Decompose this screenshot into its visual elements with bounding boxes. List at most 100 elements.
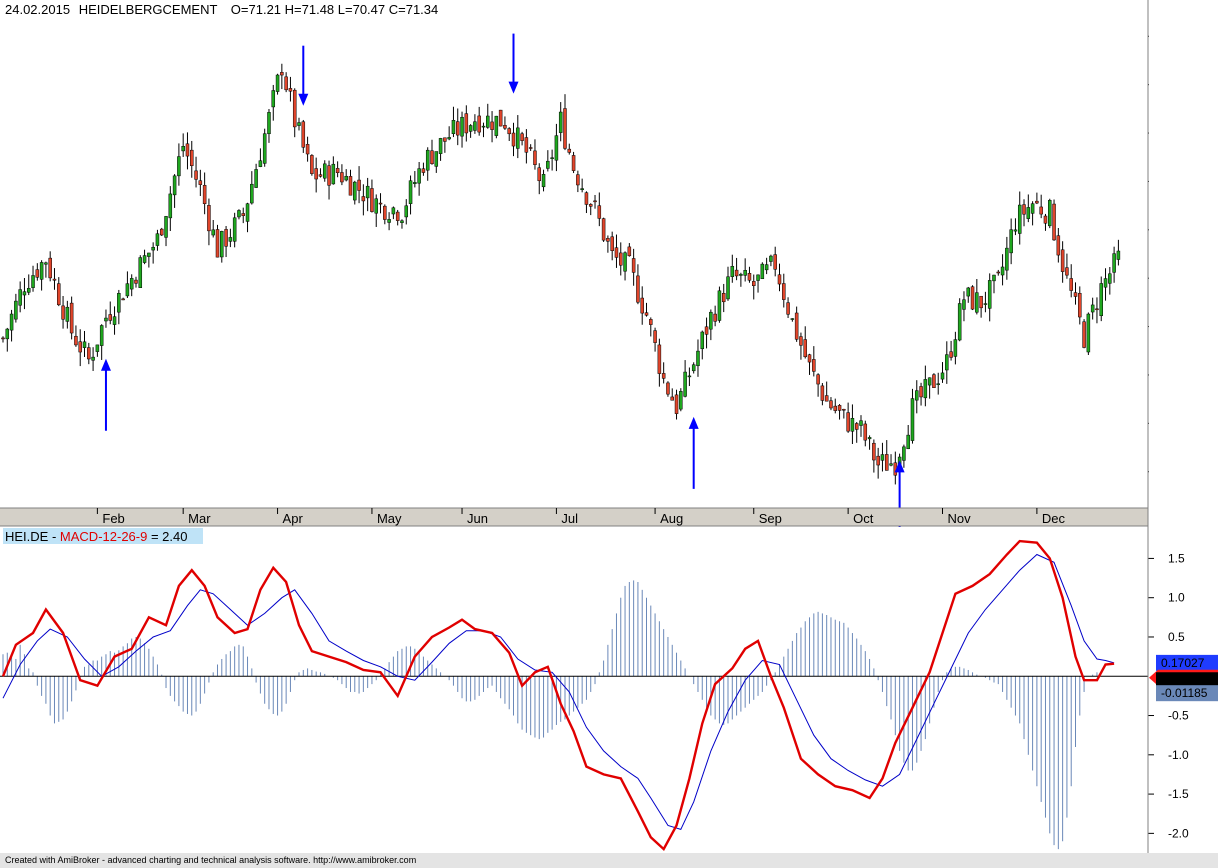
buy-arrow-head [100, 358, 111, 371]
candle-down [1, 337, 5, 340]
candle-down [829, 400, 833, 409]
candle-down [649, 319, 653, 325]
candle-down [498, 109, 503, 127]
candle-up [1030, 203, 1035, 214]
candle-down [134, 279, 138, 284]
candle-up [691, 364, 696, 372]
candle-up [353, 181, 357, 201]
candle-up [31, 275, 35, 288]
macd-value: = 2.40 [151, 529, 188, 544]
candle-down [644, 312, 649, 316]
month-labels: Feb Mar Apr May Jun Jul Aug Sep Oct Nov Dec [96, 508, 1066, 526]
candle-down [194, 170, 198, 180]
candle-down [636, 275, 640, 303]
candle-up [65, 306, 70, 322]
candle-down [464, 113, 469, 134]
macd-axis: -2.0 -1.5 -1.0 -0.5 0.5 1.0 1.5 [1148, 551, 1189, 840]
candle-down [979, 295, 983, 309]
candle-down [537, 167, 541, 182]
macd-tick-label: -1.0 [1168, 748, 1189, 762]
value-label-box [1156, 685, 1218, 702]
sell-arrow-head [298, 93, 309, 106]
candle-down [919, 386, 923, 398]
candle-down [734, 269, 739, 277]
macd-tick-label: -1.5 [1168, 787, 1189, 801]
candle-down [786, 302, 790, 315]
candle-down [563, 108, 567, 149]
month-label: Mar [188, 511, 211, 526]
candle-down [305, 144, 310, 155]
candle-up [237, 210, 241, 218]
candle-down [661, 373, 666, 379]
candle-up [1116, 250, 1121, 260]
candle-up [1048, 200, 1052, 227]
candle-up [164, 216, 168, 238]
candle-up [850, 418, 855, 432]
candle-down [601, 218, 606, 241]
candle-up [211, 229, 215, 236]
candle-down [443, 137, 447, 142]
candle-down [640, 297, 644, 314]
candle-up [764, 264, 769, 271]
candle-down [747, 272, 752, 281]
candle-down [503, 125, 507, 129]
candle-down [1082, 321, 1086, 348]
candle-down [87, 347, 91, 360]
candle-up [434, 151, 439, 167]
candle-up [26, 288, 31, 293]
candle-up [104, 317, 108, 322]
candle-up [258, 160, 263, 167]
candle-down [327, 165, 331, 186]
candle-up [1009, 229, 1013, 254]
candle-up [945, 354, 949, 371]
candle-up [271, 90, 276, 108]
candle-down [524, 137, 529, 153]
candle-up [494, 115, 499, 136]
candle-up [95, 344, 100, 352]
header-symbol: HEIDELBERGCEMENT [79, 2, 218, 17]
candle-down [752, 281, 756, 286]
macd-title: HEI.DE - MACD-12-26-9 = 2.40 [5, 529, 187, 544]
candle-up [473, 121, 477, 131]
candle-up [408, 180, 413, 204]
candle-down [593, 200, 597, 203]
candle-up [220, 231, 224, 258]
header-ohlc: O=71.21 H=71.48 L=70.47 C=71.34 [231, 2, 438, 17]
candle-down [224, 229, 228, 247]
candle-down [932, 374, 936, 388]
candle-up [558, 111, 563, 133]
candle-down [455, 121, 460, 136]
macd-title-background [3, 528, 203, 544]
candle-down [794, 312, 799, 340]
candle-down [383, 205, 387, 220]
value-label-box [1156, 654, 1218, 671]
candle-down [846, 412, 850, 432]
candle-down [949, 351, 953, 358]
candle-down [657, 344, 662, 374]
candle-down [288, 88, 293, 92]
buy-arrow-head [894, 460, 905, 473]
month-label: Dec [1042, 511, 1066, 526]
candle-down [807, 354, 812, 363]
candle-down [108, 314, 112, 321]
price-pane[interactable] [0, 0, 1148, 508]
candle-up [44, 262, 48, 265]
candle-down [863, 423, 868, 441]
macd-tick-label: 1.5 [1168, 551, 1185, 565]
candle-up [1017, 204, 1022, 234]
candle-down [61, 305, 65, 320]
candle-down [284, 76, 288, 91]
candle-down [292, 89, 297, 128]
month-label: Nov [948, 511, 972, 526]
candle-down [395, 211, 400, 221]
candle-up [867, 437, 872, 440]
right-axis-background [1149, 0, 1218, 508]
candle-down [511, 132, 516, 147]
candle-down [1022, 204, 1026, 215]
candle-up [906, 434, 910, 450]
candle-down [190, 149, 194, 166]
candle-down [314, 168, 318, 180]
candle-up [889, 463, 893, 466]
macd-title-sep: - [52, 529, 60, 544]
candle-up [250, 183, 254, 204]
